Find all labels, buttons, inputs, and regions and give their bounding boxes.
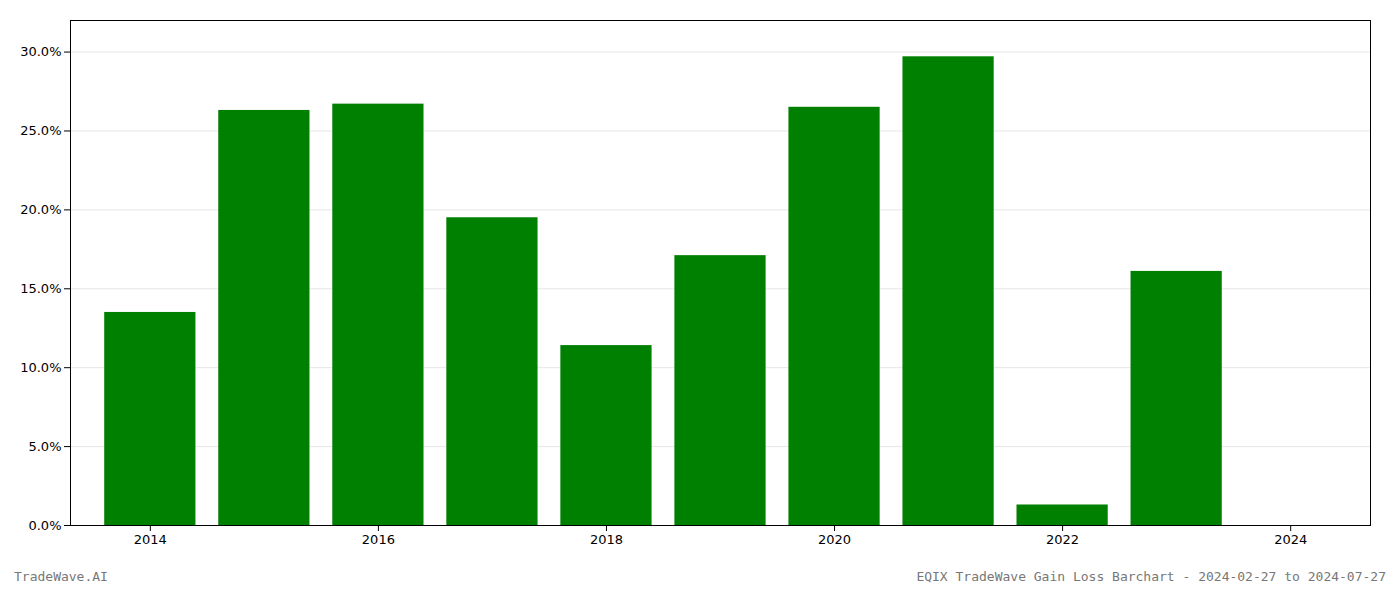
svg-text:30.0%: 30.0% — [20, 44, 61, 59]
svg-text:15.0%: 15.0% — [20, 281, 61, 296]
svg-text:2024: 2024 — [1274, 532, 1307, 547]
svg-text:25.0%: 25.0% — [20, 123, 61, 138]
svg-text:5.0%: 5.0% — [28, 439, 61, 454]
svg-text:0.0%: 0.0% — [28, 518, 61, 533]
svg-text:2020: 2020 — [818, 532, 851, 547]
svg-text:10.0%: 10.0% — [20, 360, 61, 375]
svg-text:2022: 2022 — [1046, 532, 1079, 547]
svg-text:20.0%: 20.0% — [20, 202, 61, 217]
svg-text:2016: 2016 — [362, 532, 395, 547]
svg-text:2014: 2014 — [134, 532, 167, 547]
html-text:EQIX TradeWave Gain Loss Barch: EQIX TradeWave Gain Loss Barchart - 2024… — [916, 569, 1386, 584]
html-text:TradeWave.AI: TradeWave.AI — [14, 569, 108, 584]
svg-text:2018: 2018 — [590, 532, 623, 547]
